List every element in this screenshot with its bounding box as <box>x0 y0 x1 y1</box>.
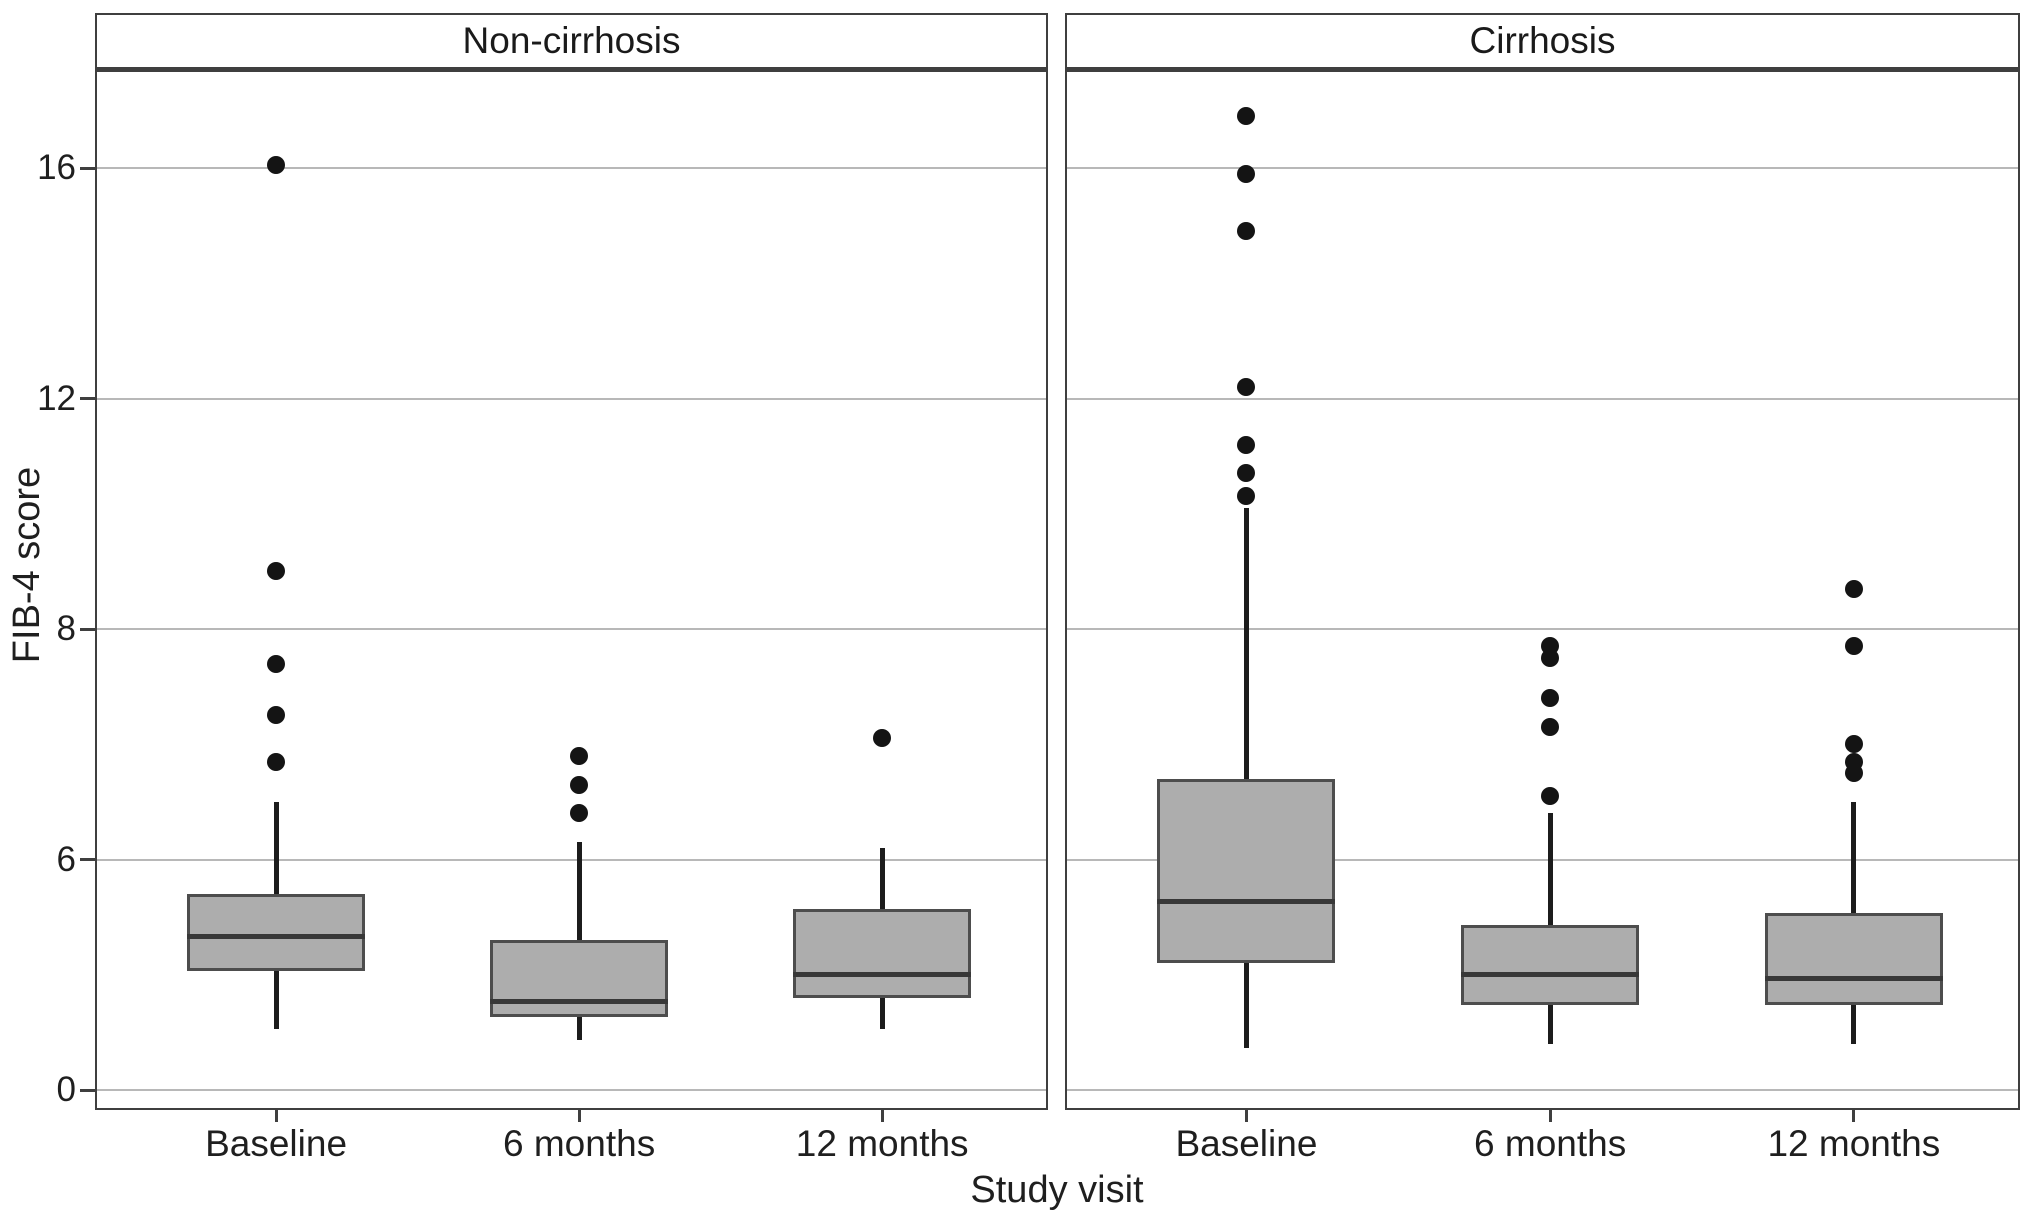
x-tick-label: 6 months <box>503 1123 656 1164</box>
outlier-dot <box>1541 717 1560 736</box>
gridline <box>1067 167 2018 169</box>
outlier-dot <box>1237 107 1256 126</box>
median-line <box>1157 899 1336 905</box>
gridline <box>1067 397 2018 400</box>
x-tick-label: Baseline <box>205 1123 348 1164</box>
whisker-upper <box>879 847 885 910</box>
outlier-dot <box>267 706 286 725</box>
y-tick-label: 16 <box>37 148 76 187</box>
outlier-dot <box>1237 164 1256 183</box>
x-tick-mark <box>1548 1110 1552 1122</box>
box <box>1157 778 1336 964</box>
y-tick-label: 0 <box>56 1070 76 1109</box>
outlier-dot <box>570 746 589 765</box>
box <box>793 909 972 998</box>
panel-title: Cirrhosis <box>1469 20 1616 61</box>
whisker-lower <box>1243 963 1249 1048</box>
whisker-upper <box>273 801 279 895</box>
panel-non-cirrhosis: Non-cirrhosis <box>95 13 1048 1110</box>
whisker-upper <box>1547 813 1553 925</box>
x-tick-label: 12 months <box>795 1123 969 1164</box>
whisker-upper <box>576 842 582 941</box>
x-tick-label: Baseline <box>1175 1123 1318 1164</box>
panel-cirrhosis: Cirrhosis <box>1065 13 2020 1110</box>
y-axis-title: FIB-4 score <box>6 466 48 664</box>
gridline <box>97 858 1046 861</box>
outlier-dot <box>267 156 286 175</box>
whisker-lower <box>1851 1005 1857 1044</box>
panel-header: Cirrhosis <box>1067 15 2018 72</box>
outlier-dot <box>1237 487 1256 506</box>
y-tick-label: 8 <box>56 609 76 648</box>
x-tick-mark <box>274 1110 278 1122</box>
x-tick-mark <box>577 1110 581 1122</box>
panel-header: Non-cirrhosis <box>97 15 1046 72</box>
box <box>187 894 366 971</box>
whisker-lower <box>879 997 885 1029</box>
box <box>1764 913 1943 1006</box>
outlier-dot <box>1237 222 1256 241</box>
outlier-dot <box>1237 464 1256 483</box>
outlier-dot <box>267 562 286 581</box>
gridline <box>97 1089 1046 1091</box>
y-tick-mark <box>80 166 95 170</box>
outlier-dot <box>1541 787 1560 806</box>
median-line <box>1461 972 1640 978</box>
outlier-dot <box>267 752 286 771</box>
outlier-dot <box>570 775 589 794</box>
x-tick-mark <box>1244 1110 1248 1122</box>
median-line <box>793 972 972 978</box>
gridline <box>97 167 1046 169</box>
x-tick-mark <box>880 1110 884 1122</box>
whisker-lower <box>1547 1005 1553 1044</box>
y-tick-mark <box>80 627 95 631</box>
whisker-lower <box>576 1017 582 1041</box>
outlier-dot <box>1844 752 1863 771</box>
y-tick-label: 6 <box>56 839 76 879</box>
box <box>490 940 669 1017</box>
outlier-dot <box>570 804 589 823</box>
median-line <box>187 933 366 939</box>
x-tick-mark <box>1852 1110 1856 1122</box>
x-tick-label: 6 months <box>1474 1123 1627 1164</box>
plot-area <box>97 72 1046 1108</box>
median-line <box>490 999 669 1005</box>
y-tick-mark <box>80 397 95 400</box>
plot-area <box>1067 72 2018 1108</box>
outlier-dot <box>1541 689 1560 708</box>
y-tick-mark <box>80 1088 95 1092</box>
gridline <box>1067 628 2018 630</box>
median-line <box>1764 976 1943 982</box>
outlier-dot <box>1541 637 1560 656</box>
panel-title: Non-cirrhosis <box>462 20 681 61</box>
outlier-dot <box>1237 377 1256 396</box>
box <box>1461 924 1640 1006</box>
outlier-dot <box>1237 435 1256 454</box>
whisker-upper <box>1243 507 1249 779</box>
y-tick-label: 12 <box>37 378 76 418</box>
whisker-upper <box>1851 801 1857 914</box>
x-tick-label: 12 months <box>1767 1123 1941 1164</box>
outlier-dot <box>1844 735 1863 754</box>
outlier-dot <box>267 654 286 673</box>
x-axis-title: Study visit <box>970 1169 1144 1211</box>
gridline <box>97 397 1046 400</box>
gridline <box>97 628 1046 630</box>
outlier-dot <box>1844 637 1863 656</box>
y-tick-mark <box>80 858 95 861</box>
gridline <box>1067 858 2018 861</box>
outlier-dot <box>873 729 892 748</box>
gridline <box>1067 1089 2018 1091</box>
whisker-lower <box>273 970 279 1029</box>
outlier-dot <box>1844 579 1863 598</box>
